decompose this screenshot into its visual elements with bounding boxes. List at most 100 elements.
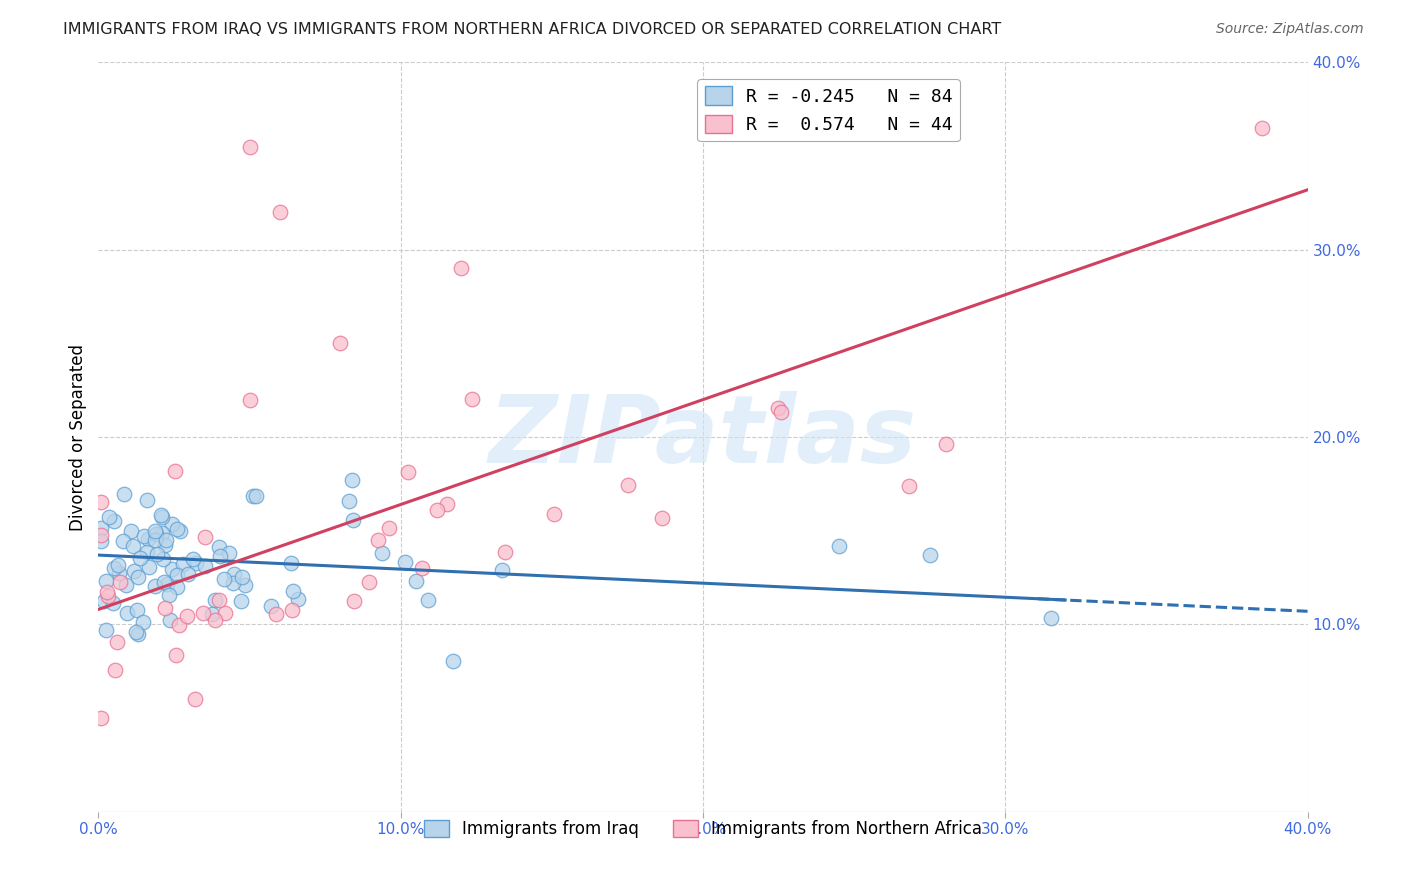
Point [150,525,173,540]
Point [461,392,484,406]
Point [441,654,464,668]
Point [156,577,179,591]
Point [224,567,246,582]
Point [231,593,253,607]
Point [127,570,149,584]
Point [396,465,419,479]
Point [143,533,166,547]
Point [218,546,240,560]
Point [105,634,128,648]
Point [90,495,112,509]
Point [143,524,166,538]
Point [935,437,957,451]
Point [132,615,155,629]
Point [222,575,245,590]
Point [165,648,187,662]
Point [176,608,198,623]
Point [160,562,183,576]
Point [167,618,190,632]
Point [394,555,416,569]
Point [260,599,283,613]
Point [152,552,174,566]
Point [166,568,188,582]
Point [426,503,449,517]
Point [287,592,309,607]
Point [111,534,134,549]
Point [370,546,392,560]
Point [283,584,305,599]
Point [769,405,792,419]
Point [115,606,138,620]
Point [160,516,183,531]
Point [204,613,226,627]
Point [405,574,427,588]
Point [214,573,236,587]
Point [177,566,200,581]
Point [208,592,231,607]
Point [112,487,135,501]
Point [146,548,169,562]
Point [208,549,231,563]
Point [245,489,267,503]
Point [184,692,207,706]
Point [166,580,188,594]
Point [651,511,673,525]
Point [191,607,214,621]
Point [145,526,167,541]
Y-axis label: Divorced or Separated: Divorced or Separated [69,343,87,531]
Point [491,563,513,577]
Point [121,539,143,553]
Point [150,508,173,522]
Point [169,524,191,538]
Point [121,524,143,538]
Point [1039,611,1062,625]
Point [367,533,389,548]
Point [543,507,565,521]
Point [204,592,226,607]
Point [135,493,157,508]
Point [153,538,176,552]
Point [194,559,217,574]
Legend: Immigrants from Iraq, Immigrants from Northern Africa: Immigrants from Iraq, Immigrants from No… [418,814,988,845]
Point [127,603,149,617]
Point [134,528,156,542]
Point [94,574,117,588]
Point [450,261,472,276]
Point [103,514,125,528]
Point [136,544,159,558]
Point [90,711,112,725]
Point [153,574,176,589]
Point [342,513,364,527]
Point [155,533,177,547]
Point [828,539,851,553]
Point [264,607,287,622]
Point [96,585,118,599]
Point [357,574,380,589]
Point [90,528,112,542]
Point [157,588,180,602]
Point [378,521,401,535]
Point [96,623,118,637]
Point [616,478,638,492]
Point [97,589,120,603]
Point [1251,120,1274,135]
Point [172,557,194,571]
Point [239,392,262,407]
Point [201,607,224,622]
Point [416,593,439,607]
Point [280,556,302,570]
Point [93,593,115,607]
Point [115,578,138,592]
Text: ZIPatlas: ZIPatlas [489,391,917,483]
Point [766,401,789,415]
Point [214,607,236,621]
Point [159,613,181,627]
Point [90,521,112,535]
Text: Source: ZipAtlas.com: Source: ZipAtlas.com [1216,22,1364,37]
Point [897,479,920,493]
Point [125,625,148,640]
Point [233,578,256,592]
Point [138,560,160,574]
Point [337,494,360,508]
Point [183,551,205,566]
